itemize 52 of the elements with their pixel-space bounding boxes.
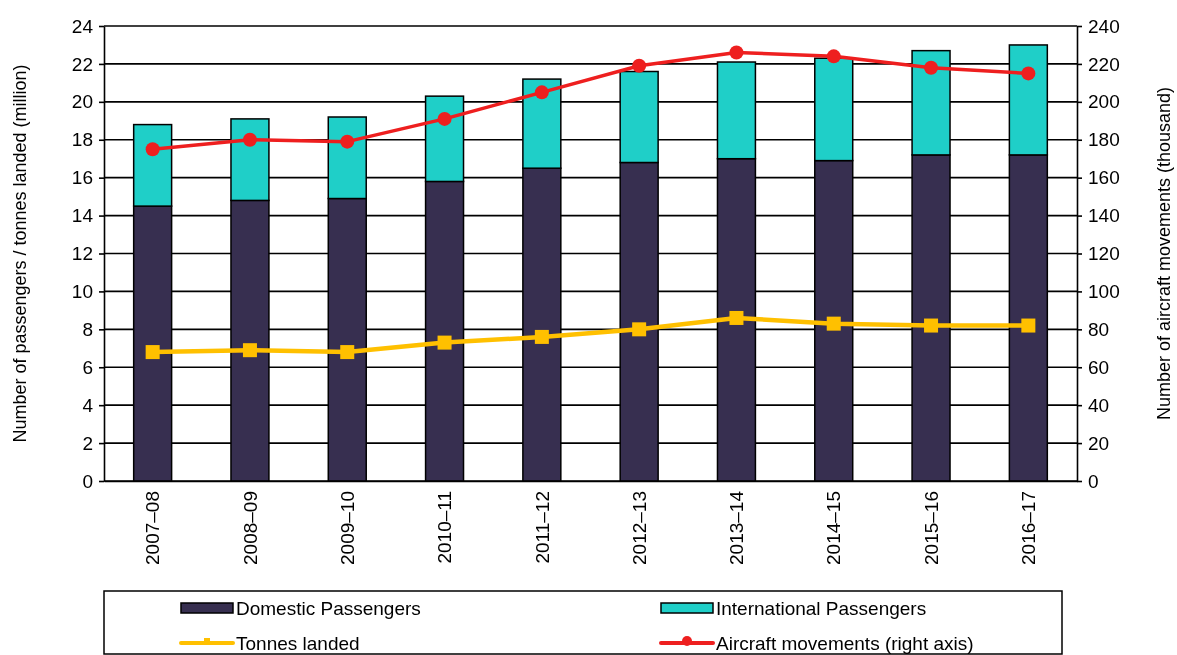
y2-tick-label: 80 <box>1088 318 1110 340</box>
point <box>437 111 452 126</box>
legend-label: Domestic Passengers <box>236 597 421 619</box>
y2-axis-title: Number of aircraft movements (thousand) <box>1154 86 1174 421</box>
point <box>632 58 647 73</box>
x-tick-label: 2015–16 <box>920 491 942 565</box>
y-tick-label: 2 <box>82 432 93 454</box>
y2-tick-label: 140 <box>1088 205 1120 227</box>
y-tick-label: 14 <box>71 205 94 227</box>
y-tick-label: 16 <box>71 167 93 189</box>
y2-tick-label: 0 <box>1088 470 1099 492</box>
y-axis-title: Number of passengers / tonnes landed (million) <box>10 64 30 443</box>
y-tick-label: 22 <box>71 53 93 75</box>
point <box>826 49 841 64</box>
point <box>924 60 939 75</box>
point <box>145 142 160 157</box>
y2-tick-label: 180 <box>1088 129 1120 151</box>
x-tick-label: 2014–15 <box>823 491 845 565</box>
y-tick-label: 12 <box>71 243 93 265</box>
y-tick-label: 8 <box>82 318 93 340</box>
y2-tick-label: 20 <box>1088 432 1110 454</box>
x-tick-label: 2016–17 <box>1018 491 1039 565</box>
x-tick-label: 2010–11 <box>434 491 456 564</box>
legend-label: Tonnes landed <box>236 632 360 654</box>
x-tick-label: 2008–09 <box>239 491 261 565</box>
y2-tick-label: 120 <box>1088 243 1120 265</box>
y2-tick-label: 240 <box>1088 15 1120 37</box>
y2-tick-label: 220 <box>1088 53 1120 75</box>
legend-label: Aircraft movements (right axis) <box>716 632 974 654</box>
y-tick-label: 4 <box>82 394 94 416</box>
point <box>242 132 257 147</box>
y-tick-label: 6 <box>82 356 93 378</box>
point <box>340 134 355 149</box>
y2-tick-label: 200 <box>1088 91 1120 113</box>
point <box>534 85 549 100</box>
x-tick-label: 2012–13 <box>628 491 650 565</box>
y2-tick-label: 160 <box>1088 167 1120 189</box>
y2-tick-label: 100 <box>1088 281 1120 302</box>
y-tick-label: 10 <box>71 281 93 302</box>
point <box>1021 66 1036 81</box>
y-tick-label: 24 <box>71 15 94 37</box>
x-tick-label: 2011–12 <box>531 491 553 564</box>
y-tick-label: 20 <box>71 91 93 113</box>
x-tick-label: 2007–08 <box>142 491 164 565</box>
x-tick-label: 2013–14 <box>726 490 748 565</box>
x-tick-label: 2009–10 <box>336 491 358 565</box>
y2-tick-label: 60 <box>1088 356 1110 378</box>
point <box>729 45 744 60</box>
y2-tick-label: 40 <box>1088 394 1110 416</box>
y-tick-label: 0 <box>82 470 93 492</box>
legend-label: International Passengers <box>716 597 927 619</box>
y-tick-label: 18 <box>71 129 93 151</box>
